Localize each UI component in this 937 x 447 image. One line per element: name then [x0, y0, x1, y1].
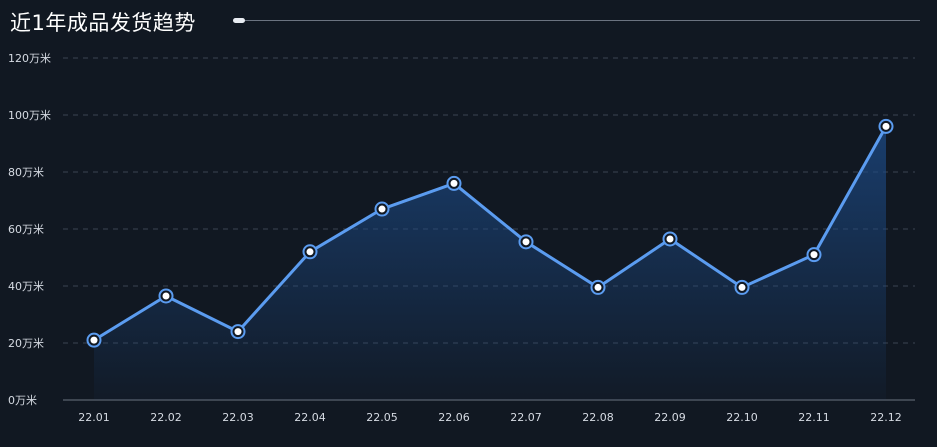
- x-axis: 22.01 22.02 22.03 22.04 22.05 22.06 22.07 22.08…: [78, 411, 902, 424]
- x-tick-label: 22.11: [798, 411, 830, 424]
- x-tick-label: 22.06: [438, 411, 470, 424]
- x-tick-label: 22.04: [294, 411, 326, 424]
- title-divider: [245, 20, 920, 21]
- y-tick-label: 60万米: [8, 223, 44, 236]
- data-point-22.08[interactable]: [590, 279, 606, 295]
- x-tick-label: 22.09: [654, 411, 686, 424]
- data-point-22.11[interactable]: [806, 247, 822, 263]
- data-point-22.04[interactable]: [302, 244, 318, 260]
- y-tick-label: 120万米: [8, 52, 51, 65]
- data-point-22.12[interactable]: [878, 118, 894, 134]
- series-area: [94, 126, 886, 401]
- data-point-22.02[interactable]: [158, 288, 174, 304]
- x-tick-label: 22.12: [870, 411, 902, 424]
- x-tick-label: 22.01: [78, 411, 110, 424]
- x-tick-label: 22.02: [150, 411, 182, 424]
- data-point-22.07[interactable]: [518, 234, 534, 250]
- area-fill: [94, 126, 886, 401]
- data-point-22.01[interactable]: [86, 332, 102, 348]
- y-tick-label: 100万米: [8, 109, 51, 122]
- data-point-22.09[interactable]: [662, 231, 678, 247]
- data-points: [86, 118, 894, 348]
- data-point-22.03[interactable]: [230, 324, 246, 340]
- x-tick-label: 22.08: [582, 411, 614, 424]
- chart-title: 近1年成品发货趋势: [10, 11, 196, 35]
- data-point-22.05[interactable]: [374, 201, 390, 217]
- y-tick-label: 20万米: [8, 337, 44, 350]
- series-line-path: [92, 124, 888, 342]
- title-decoration-pill: [233, 18, 245, 23]
- x-tick-label: 22.05: [366, 411, 398, 424]
- x-tick-label: 22.03: [222, 411, 254, 424]
- y-tick-label: 0万米: [8, 394, 37, 407]
- x-tick-label: 22.07: [510, 411, 542, 424]
- data-point-22.06[interactable]: [446, 175, 462, 191]
- series-line: [92, 124, 888, 342]
- y-tick-label: 40万米: [8, 280, 44, 293]
- y-axis: 0万米 20万米 40万米 60万米 80万米 100万米 120万米: [8, 52, 51, 407]
- data-point-22.10[interactable]: [734, 279, 750, 295]
- y-tick-label: 80万米: [8, 166, 44, 179]
- x-tick-label: 22.10: [726, 411, 758, 424]
